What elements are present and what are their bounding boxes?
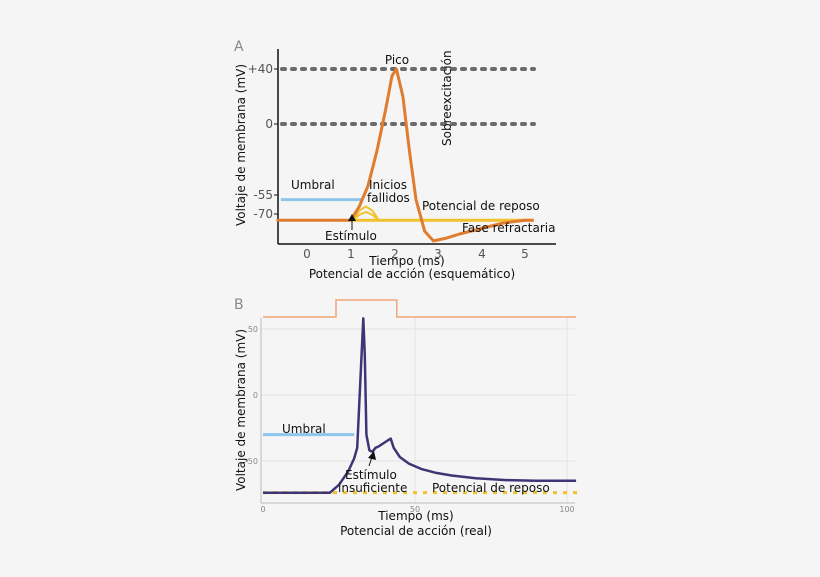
- panel-a: A +40 0 -55 -70 0 1 2 3 4 5 Tiempo (ms) …: [234, 39, 556, 281]
- panel-a-x-tick-2: 2: [391, 247, 399, 261]
- panel-a-failed-label-2: fallidos: [367, 191, 410, 205]
- panel-b-y-tick-0: 0: [253, 391, 258, 400]
- panel-a-x-label: Tiempo (ms): [368, 254, 444, 268]
- panel-b-y-tick-50: 50: [248, 325, 258, 334]
- panel-a-failed-initiation-2: [351, 205, 380, 221]
- panel-b-stimulus-label-1: Estímulo: [345, 468, 397, 482]
- panel-b-x-tick-100: 100: [559, 505, 574, 514]
- panel-b-resting-label: Potencial de reposo: [432, 481, 550, 495]
- panel-b-label: B: [234, 297, 244, 313]
- panel-b-threshold-label: Umbral: [282, 422, 326, 436]
- panel-a-refractory-label: Fase refractaria: [462, 221, 555, 235]
- panel-b-x-tick-0: 0: [260, 505, 265, 514]
- panel-b-grid: [261, 318, 575, 503]
- panel-b-stimulus-trace: [263, 299, 577, 318]
- panel-b: B 50 0 -50 0 50 100 Umbral Estímulo insu…: [234, 297, 583, 538]
- panel-a-action-potential-line: [276, 67, 534, 243]
- panel-b-y-label: Voltaje de membrana (mV): [234, 329, 248, 491]
- panel-a-threshold-label: Umbral: [291, 178, 335, 192]
- panel-b-x-tick-50: 50: [410, 505, 420, 514]
- panel-a-stimulus-arrowhead: [348, 214, 356, 221]
- panel-a-x-tick-1: 1: [347, 247, 355, 261]
- panel-b-y-tick-minus50: -50: [245, 457, 258, 466]
- panel-a-x-tick-5: 5: [521, 247, 529, 261]
- panel-a-x-tick-4: 4: [478, 247, 486, 261]
- panel-a-peak-label: Pico: [385, 53, 409, 67]
- panel-b-x-label: Tiempo (ms): [377, 509, 453, 523]
- panel-a-y-tick-0: 0: [265, 117, 273, 131]
- panel-b-stimulus-label-2: insuficiente: [338, 481, 407, 495]
- panel-a-stimulus-label: Estímulo: [325, 229, 377, 243]
- panel-a-y-tick-minus55: -55: [253, 188, 273, 202]
- panel-a-title: Potencial de acción (esquemático): [309, 267, 515, 281]
- panel-a-label: A: [234, 39, 244, 55]
- panel-a-x-tick-0: 0: [303, 247, 311, 261]
- panel-a-failed-label-1: Inicios: [369, 178, 407, 192]
- panel-b-action-potential-line: [263, 317, 577, 494]
- panel-b-stimulus-arrowhead: [368, 451, 376, 460]
- panel-a-x-tick-3: 3: [434, 247, 442, 261]
- panel-b-title: Potencial de acción (real): [340, 524, 492, 538]
- panel-a-overshoot-label: Sobreexcitación: [440, 50, 454, 146]
- panel-a-resting-label: Potencial de reposo: [422, 199, 540, 213]
- panel-a-y-label: Voltaje de membrana (mV): [234, 64, 248, 226]
- panel-a-y-tick-40: +40: [248, 62, 273, 76]
- panel-a-failed-initiation-1: [352, 210, 380, 222]
- panel-a-y-tick-minus70: -70: [253, 207, 273, 221]
